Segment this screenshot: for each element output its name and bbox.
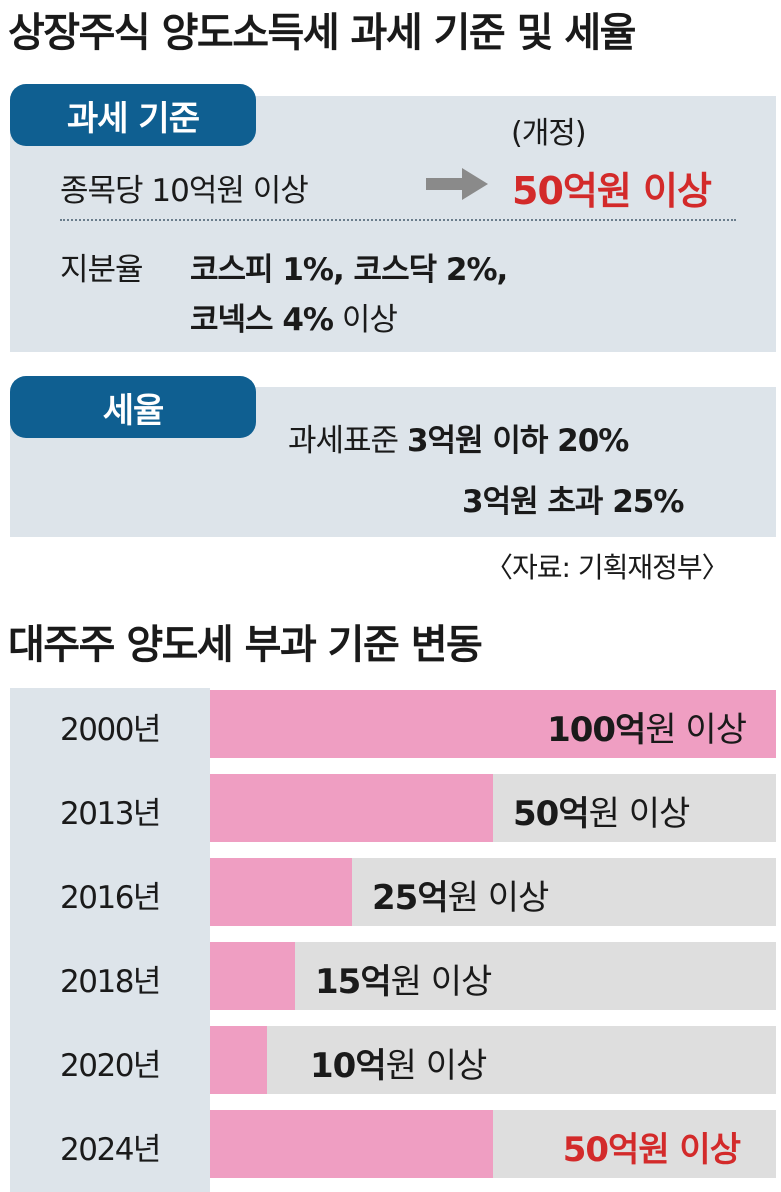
bar: [210, 1110, 493, 1178]
bar: [210, 942, 295, 1010]
year-label: 2000년: [60, 712, 161, 748]
bar-value-unit: 원 이상: [385, 1046, 488, 1086]
bar-value-number: 15억: [315, 962, 392, 1002]
bar-value-label: 15억원 이상: [315, 954, 493, 1003]
bar-value-number: 50억: [513, 794, 590, 834]
per-stock-new-value: 50억원 이상: [512, 169, 712, 213]
main-title: 상장주식 양도소득세 과세 기준 및 세율: [8, 10, 636, 56]
bar-value-number: 25억: [372, 878, 449, 918]
year-label: 2016년: [60, 880, 161, 916]
bar-track: [210, 1026, 776, 1094]
year-label: 2020년: [60, 1048, 161, 1084]
bar-track: [210, 942, 776, 1010]
bar-value-number: 100억: [547, 710, 646, 750]
bar: [210, 690, 776, 758]
share-line-1: 코스피 1%, 코스닥 2%,: [190, 252, 508, 288]
year-label: 2018년: [60, 964, 161, 1000]
tax-rate-line-1: 과세표준 3억원 이하 20%: [288, 415, 629, 460]
chart-title: 대주주 양도세 부과 기준 변동: [8, 622, 483, 668]
bar: [210, 858, 352, 926]
bar-value-number: 10억: [310, 1046, 387, 1086]
bar-value-unit: 원 이상: [588, 794, 691, 834]
bar-value-unit: 원 이상: [390, 962, 493, 1002]
revised-label: (개정): [511, 116, 587, 151]
share-line-2-bold: 코넥스 4%: [190, 302, 334, 338]
bar-value-number: 50억원 이상: [562, 1130, 741, 1170]
share-line-2: 코넥스 4% 이상: [190, 294, 398, 339]
tax-rate-2: 3억원 초과 25%: [462, 484, 684, 520]
bar-value-unit: 원 이상: [447, 878, 550, 918]
bar-value-label: 50억원 이상: [513, 786, 691, 835]
tax-rate-1: 3억원 이하 20%: [406, 423, 629, 459]
criteria-tag: 과세 기준: [10, 84, 256, 146]
year-column: [10, 688, 210, 1192]
bar-value-label: 10억원 이상: [310, 1038, 488, 1087]
share-line-2-rest: 이상: [332, 302, 398, 338]
bar-value-label: 25억원 이상: [372, 870, 550, 919]
tax-rate-tag: 세율: [10, 376, 256, 438]
bar: [210, 774, 493, 842]
share-label: 지분율: [60, 252, 144, 288]
source-note: 〈자료: 기획재정부〉: [485, 551, 730, 584]
year-label: 2024년: [60, 1132, 161, 1168]
divider: [60, 219, 736, 221]
bar: [210, 1026, 267, 1094]
per-stock-label: 종목당 10억원 이상: [60, 173, 309, 209]
bar-value-label: 100억원 이상: [547, 702, 747, 751]
arrow-right-icon: [426, 168, 488, 200]
year-label: 2013년: [60, 796, 161, 832]
bar-value-label: 50억원 이상: [562, 1122, 741, 1171]
tax-base-label: 과세표준: [288, 423, 407, 459]
bar-value-unit: 원 이상: [645, 710, 747, 750]
